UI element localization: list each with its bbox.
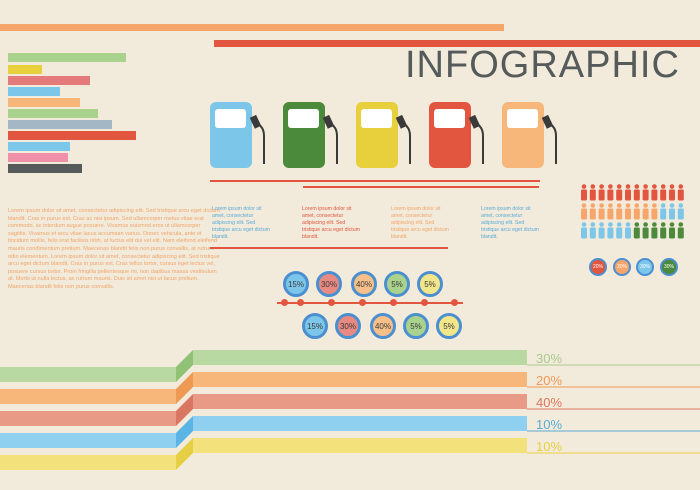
- person-icon: [607, 222, 614, 239]
- divider-line: [210, 180, 540, 182]
- person-icon: [669, 184, 675, 201]
- person-icon: [660, 222, 667, 239]
- left-bar: [8, 120, 112, 129]
- timeline-bottom-circle: 30%: [335, 313, 361, 339]
- person-icon: [625, 184, 631, 201]
- timeline-dot: [328, 299, 335, 306]
- left-bar: [8, 109, 98, 118]
- percent-badge: 30%: [660, 258, 678, 276]
- fuel-pump-red-icon: [429, 102, 484, 168]
- person-icon: [651, 222, 658, 239]
- timeline-dot: [281, 299, 288, 306]
- person-icon: [642, 222, 649, 239]
- timeline-dot: [390, 299, 397, 306]
- person-icon: [669, 203, 675, 220]
- person-icon: [677, 203, 684, 220]
- people-icon-grid: [581, 184, 684, 239]
- divider-line: [210, 247, 448, 249]
- person-icon: [598, 184, 605, 201]
- person-icon: [625, 222, 631, 239]
- timeline-top-circle: 30%: [316, 271, 342, 297]
- person-icon: [589, 222, 596, 239]
- person-icon: [633, 203, 640, 220]
- stepped-bands: [0, 350, 700, 470]
- timeline-bottom-circle: 15%: [302, 313, 328, 339]
- person-icon: [616, 184, 623, 201]
- person-icon: [616, 222, 623, 239]
- timeline-dot: [451, 299, 458, 306]
- percent-badge: 30%: [636, 258, 654, 276]
- person-icon: [677, 222, 684, 239]
- top-orange-bar: [0, 24, 504, 31]
- timeline-dot: [421, 299, 428, 306]
- person-icon: [660, 184, 667, 201]
- left-bar: [8, 164, 82, 173]
- left-bar: [8, 153, 68, 162]
- percent-badge: 20%: [613, 258, 631, 276]
- timeline-bottom-circle: 5%: [436, 313, 462, 339]
- timeline-top-circle: 40%: [351, 271, 377, 297]
- timeline-top-circle: 15%: [283, 271, 309, 297]
- left-bar: [8, 142, 70, 151]
- left-bar: [8, 98, 80, 107]
- left-bar: [8, 76, 90, 85]
- person-icon: [642, 184, 649, 201]
- band-percent-label: 30%: [536, 351, 563, 366]
- top-red-bar: [214, 40, 700, 47]
- person-icon: [581, 222, 587, 239]
- person-icon: [607, 203, 614, 220]
- band-percent-label: 40%: [536, 395, 563, 410]
- person-icon: [589, 184, 596, 201]
- person-icon: [633, 222, 640, 239]
- fuel-pump-blue-icon: [210, 102, 265, 168]
- body-paragraph: Lorem ipsum dolor sit amet, consectetur …: [8, 208, 220, 290]
- person-icon: [598, 222, 605, 239]
- left-bar: [8, 53, 126, 62]
- person-icon: [616, 203, 623, 220]
- person-icon: [625, 203, 631, 220]
- timeline-dot: [359, 299, 366, 306]
- band-percent-label: 10%: [536, 439, 563, 454]
- person-icon: [651, 203, 658, 220]
- band-percent-label: 10%: [536, 417, 563, 432]
- band-percent-label: 20%: [536, 373, 563, 388]
- person-icon: [642, 203, 649, 220]
- fuel-pump-yellow-icon: [356, 102, 411, 168]
- fuel-pumps: [210, 102, 557, 168]
- percent-badge: 20%: [589, 258, 607, 276]
- left-bar: [8, 65, 42, 74]
- left-bar: [8, 87, 60, 96]
- timeline-dot: [297, 299, 304, 306]
- timeline-top-circle: 5%: [417, 271, 443, 297]
- person-icon: [581, 203, 587, 220]
- person-icon: [651, 184, 658, 201]
- fuel-pump-orange-icon: [502, 102, 557, 168]
- person-icon: [633, 184, 640, 201]
- note-text: Lorem ipsum dolor sit amet, consectetur …: [212, 206, 270, 240]
- person-icon: [581, 184, 587, 201]
- person-icon: [669, 222, 675, 239]
- timeline-axis: [277, 302, 463, 304]
- person-icon: [677, 184, 684, 201]
- fuel-pump-green-icon: [283, 102, 338, 168]
- note-text: Lorem ipsum dolor sit amet, consectetur …: [481, 206, 539, 240]
- timeline-top-circle: 5%: [384, 271, 410, 297]
- person-icon: [660, 203, 667, 220]
- timeline-bottom-circle: 5%: [403, 313, 429, 339]
- person-icon: [598, 203, 605, 220]
- left-bar: [8, 131, 136, 140]
- timeline-bottom-circle: 40%: [370, 313, 396, 339]
- person-icon: [607, 184, 614, 201]
- note-text: Lorem ipsum dolor sit amet, consectetur …: [302, 206, 360, 240]
- page-title: INFOGRAPHIC: [405, 44, 680, 86]
- note-text: Lorem ipsum dolor sit amet, consectetur …: [391, 206, 449, 240]
- divider-line: [303, 186, 539, 188]
- person-icon: [589, 203, 596, 220]
